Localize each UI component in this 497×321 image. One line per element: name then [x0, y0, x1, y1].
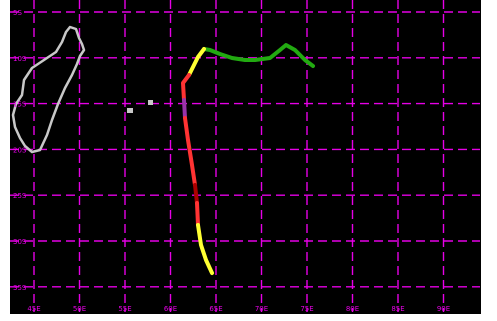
latitude-labels: 5S 10S 15S 20S 25S 30S 35S — [13, 9, 27, 292]
longitude-label: 80E — [346, 305, 359, 313]
ocean-background — [8, 0, 488, 314]
longitude-label: 90E — [437, 305, 450, 313]
latitude-label: 30S — [13, 238, 27, 246]
track-segment-purple — [182, 98, 187, 120]
track-segment-yellow-south — [196, 223, 214, 275]
track-segment-red-north — [181, 73, 191, 102]
latitude-label: 35S — [13, 284, 27, 292]
lat-lon-grid — [10, 0, 480, 312]
track-segment-yellow-north — [187, 47, 206, 77]
longitude-label: 60E — [164, 305, 177, 313]
longitude-label: 70E — [255, 305, 268, 313]
reunion-island — [127, 108, 133, 113]
track-segment-red-south — [195, 201, 200, 227]
longitude-label: 75E — [300, 305, 313, 313]
longitude-label: 65E — [209, 305, 222, 313]
madagascar-coastline — [11, 25, 86, 154]
latitude-label: 15S — [13, 101, 27, 109]
longitude-label: 50E — [73, 305, 86, 313]
track-segment-green — [202, 43, 315, 68]
latitude-label: 25S — [13, 192, 27, 200]
track-segment-red-mid — [183, 116, 197, 187]
track-segment-dark-red — [193, 183, 199, 205]
bottom-border — [0, 314, 497, 321]
latitude-label: 5S — [13, 9, 22, 17]
longitude-label: 45E — [27, 305, 40, 313]
latitude-label: 10S — [13, 55, 27, 63]
left-border — [8, 0, 10, 314]
latitude-label: 20S — [13, 146, 27, 154]
longitude-label: 55E — [118, 305, 131, 313]
longitude-label: 85E — [391, 305, 404, 313]
mauritius-island — [148, 100, 153, 105]
longitude-labels: 45E 50E 55E 60E 65E 70E 75E 80E 85E 90E — [27, 305, 450, 313]
right-border — [481, 0, 497, 321]
